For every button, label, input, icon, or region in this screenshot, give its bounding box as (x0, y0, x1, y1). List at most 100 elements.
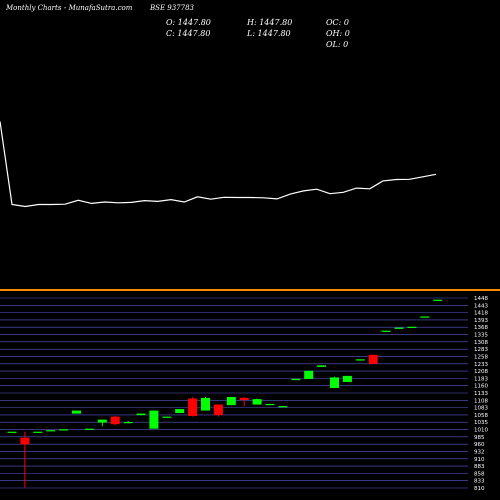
candle-body (226, 397, 236, 406)
candle (265, 403, 275, 406)
candle (33, 431, 43, 433)
candle (239, 397, 249, 407)
candle-body (330, 377, 339, 388)
candle-body (123, 422, 133, 424)
candle (20, 431, 30, 488)
y-tick-label: 1133 (474, 391, 488, 397)
candle-body (20, 437, 30, 445)
y-tick-label: 1258 (474, 354, 488, 360)
candle (136, 413, 146, 416)
candle (368, 354, 378, 364)
candle (213, 404, 223, 417)
y-tick-label: 1083 (474, 406, 488, 412)
candle-body (394, 327, 404, 329)
y-tick-label: 932 (474, 449, 485, 455)
candle-body (136, 413, 146, 416)
candle (7, 431, 17, 433)
y-tick-label: 1308 (474, 340, 488, 346)
y-tick-label: 910 (474, 457, 485, 463)
candle-body (407, 326, 417, 328)
candle (407, 326, 417, 328)
candle (226, 397, 236, 406)
y-tick-label: 810 (474, 486, 485, 492)
candle-body (201, 397, 210, 411)
candle (175, 409, 185, 413)
y-tick-label: 1058 (474, 413, 488, 419)
candle (201, 397, 210, 411)
low-readout: L: 1447.80 (247, 29, 291, 38)
oc-readout: OC: 0 (326, 18, 350, 27)
candle (72, 410, 81, 414)
candle-series (7, 299, 443, 488)
candle-body (213, 404, 223, 416)
candle-body (278, 406, 288, 408)
candle-body (291, 378, 301, 381)
candle-body (84, 428, 94, 430)
y-tick-label: 1443 (474, 303, 488, 309)
site-title: Monthly Charts (6, 4, 62, 12)
candle-body (355, 359, 365, 361)
candle-body (433, 299, 443, 301)
y-tick-label: 985 (474, 435, 485, 441)
y-tick-label: 1418 (474, 311, 488, 317)
y-tick-label: 833 (474, 479, 485, 485)
source-label: - MunafaSutra.com (64, 4, 133, 12)
candle (252, 398, 262, 405)
y-tick-label: 1035 (474, 420, 488, 426)
candle-body (59, 429, 69, 431)
candle-body (175, 409, 185, 413)
candle-body (368, 354, 378, 364)
oh-readout: OH: 0 (326, 29, 350, 38)
y-tick-label: 1010 (474, 428, 488, 434)
price-line-series (0, 121, 437, 208)
y-tick-label: 960 (474, 442, 485, 448)
ol-readout: OL: 0 (326, 40, 349, 49)
candle (97, 419, 107, 427)
candle-body (265, 403, 275, 406)
candle-body (149, 410, 159, 429)
high-readout: H: 1447.80 (247, 18, 293, 27)
candle (46, 430, 56, 432)
candle (381, 330, 391, 332)
candle (355, 359, 365, 361)
candle (330, 376, 339, 388)
candle-body (72, 410, 81, 414)
y-tick-label: 858 (474, 471, 485, 477)
y-tick-label: 1108 (474, 398, 488, 404)
candle (394, 327, 404, 329)
candle (291, 378, 301, 381)
candle-body (162, 416, 172, 418)
candle-body (317, 365, 327, 367)
candle (162, 416, 172, 418)
candle-body (97, 419, 107, 423)
y-tick-label: 1393 (474, 318, 488, 324)
candle (342, 375, 352, 382)
y-tick-label: 1335 (474, 333, 488, 339)
candle-body (252, 399, 262, 405)
candle (110, 416, 120, 426)
candle (317, 365, 327, 367)
open-readout: O: 1447.80 (166, 18, 211, 27)
candle-body (381, 330, 391, 332)
candle-body (188, 398, 198, 417)
candle-body (239, 397, 249, 401)
close-readout: C: 1447.80 (166, 29, 211, 38)
y-tick-label: 1368 (474, 325, 488, 331)
y-tick-label: 1448 (474, 296, 488, 302)
candle-body (304, 370, 314, 379)
candle-body (420, 316, 430, 318)
candle (84, 428, 94, 430)
candle (433, 299, 443, 301)
symbol-label: BSE 937783 (150, 4, 194, 12)
candle-body (7, 431, 17, 433)
y-tick-label: 1160 (474, 384, 488, 390)
candle-body (342, 375, 352, 382)
candle-body (46, 430, 56, 432)
candle (123, 421, 133, 424)
candle (420, 316, 430, 318)
y-tick-label: 883 (474, 464, 485, 470)
candle-body (110, 416, 120, 425)
candle (149, 410, 159, 429)
candle (59, 429, 69, 431)
